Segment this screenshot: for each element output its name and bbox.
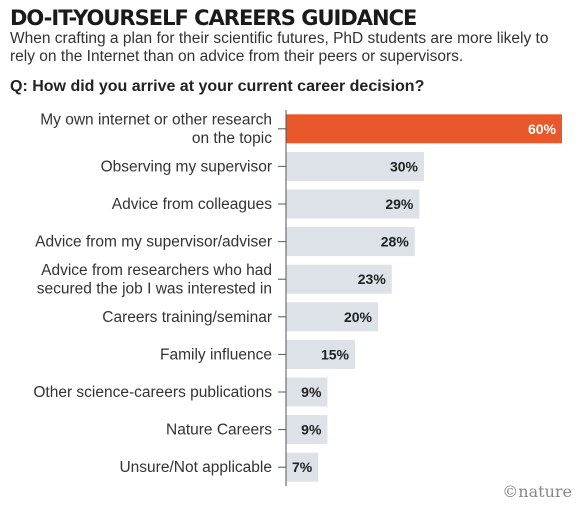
category-label: My own internet or other research on the …	[40, 112, 272, 148]
value-label: 15%	[321, 346, 350, 362]
value-label: 60%	[528, 121, 557, 137]
category-label: Advice from colleagues	[112, 196, 272, 213]
bar	[286, 452, 319, 482]
category-label: Other science-careers publications	[33, 384, 272, 401]
value-label: 28%	[381, 234, 410, 250]
bar	[286, 151, 424, 181]
category-label: Careers training/seminar	[102, 309, 272, 326]
bar	[286, 377, 328, 407]
survey-question: Q: How did you arrive at your current ca…	[10, 78, 425, 95]
bar	[286, 264, 392, 294]
category-label: Unsure/Not applicable	[119, 459, 272, 476]
category-label: Advice from my supervisor/adviser	[35, 234, 272, 251]
bar	[286, 189, 420, 219]
value-label: 30%	[390, 158, 419, 174]
value-label: 20%	[344, 309, 373, 325]
bar	[286, 339, 355, 369]
category-label: Observing my supervisor	[101, 158, 272, 175]
value-label: 7%	[292, 459, 313, 475]
chart-title: DO-IT-YOURSELF CAREERS GUIDANCE	[10, 6, 417, 30]
bar	[286, 415, 328, 445]
bar	[286, 302, 378, 332]
category-label: Family influence	[160, 346, 272, 363]
value-label: 9%	[301, 384, 322, 400]
value-label: 9%	[301, 422, 322, 438]
bar	[286, 227, 415, 257]
value-label: 29%	[385, 196, 414, 212]
chart-subtitle: When crafting a plan for their scientifi…	[10, 30, 549, 65]
bar	[286, 114, 562, 144]
category-label: Nature Careers	[166, 422, 272, 439]
category-label: Advice from researchers who had secured t…	[37, 262, 272, 298]
value-label: 23%	[358, 271, 387, 287]
nature-credit: ©nature	[502, 482, 572, 501]
